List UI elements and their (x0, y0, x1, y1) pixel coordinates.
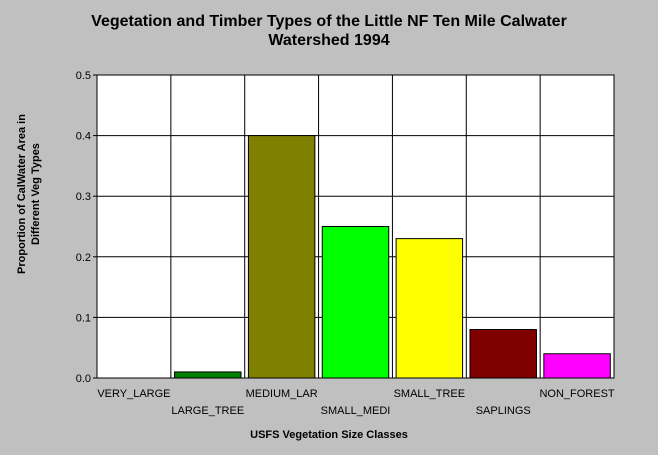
bar (321, 226, 390, 379)
y-tick-label: 0.1 (76, 312, 91, 324)
bar (469, 329, 537, 379)
x-tick-label: MEDIUM_LAR (246, 388, 318, 400)
chart-title-line1: Vegetation and Timber Types of the Littl… (91, 13, 567, 30)
x-tick-label: NON_FOREST (539, 388, 614, 400)
y-tick-label: 0.0 (76, 373, 91, 385)
bar (395, 238, 464, 379)
x-tick-label: LARGE_TREE (171, 405, 244, 417)
plot-border (96, 74, 615, 379)
chart-title-line2: Watershed 1994 (268, 32, 390, 49)
x-tick-label: VERY_LARGE (97, 388, 170, 400)
bar (247, 135, 316, 379)
x-tick-label: SMALL_MEDI (321, 405, 391, 417)
x-axis-label: USFS Vegetation Size Classes (250, 429, 408, 441)
chart-title: Vegetation and Timber Types of the Littl… (0, 12, 658, 50)
x-tick-label: SMALL_TREE (394, 388, 466, 400)
x-tick-label: SAPLINGS (476, 405, 531, 417)
bar (174, 371, 242, 379)
bar (543, 353, 611, 379)
y-tick-label: 0.3 (76, 191, 91, 203)
y-tick-label: 0.2 (76, 252, 91, 264)
y-tick-label: 0.4 (76, 131, 91, 143)
y-tick-label: 0.5 (76, 70, 91, 82)
